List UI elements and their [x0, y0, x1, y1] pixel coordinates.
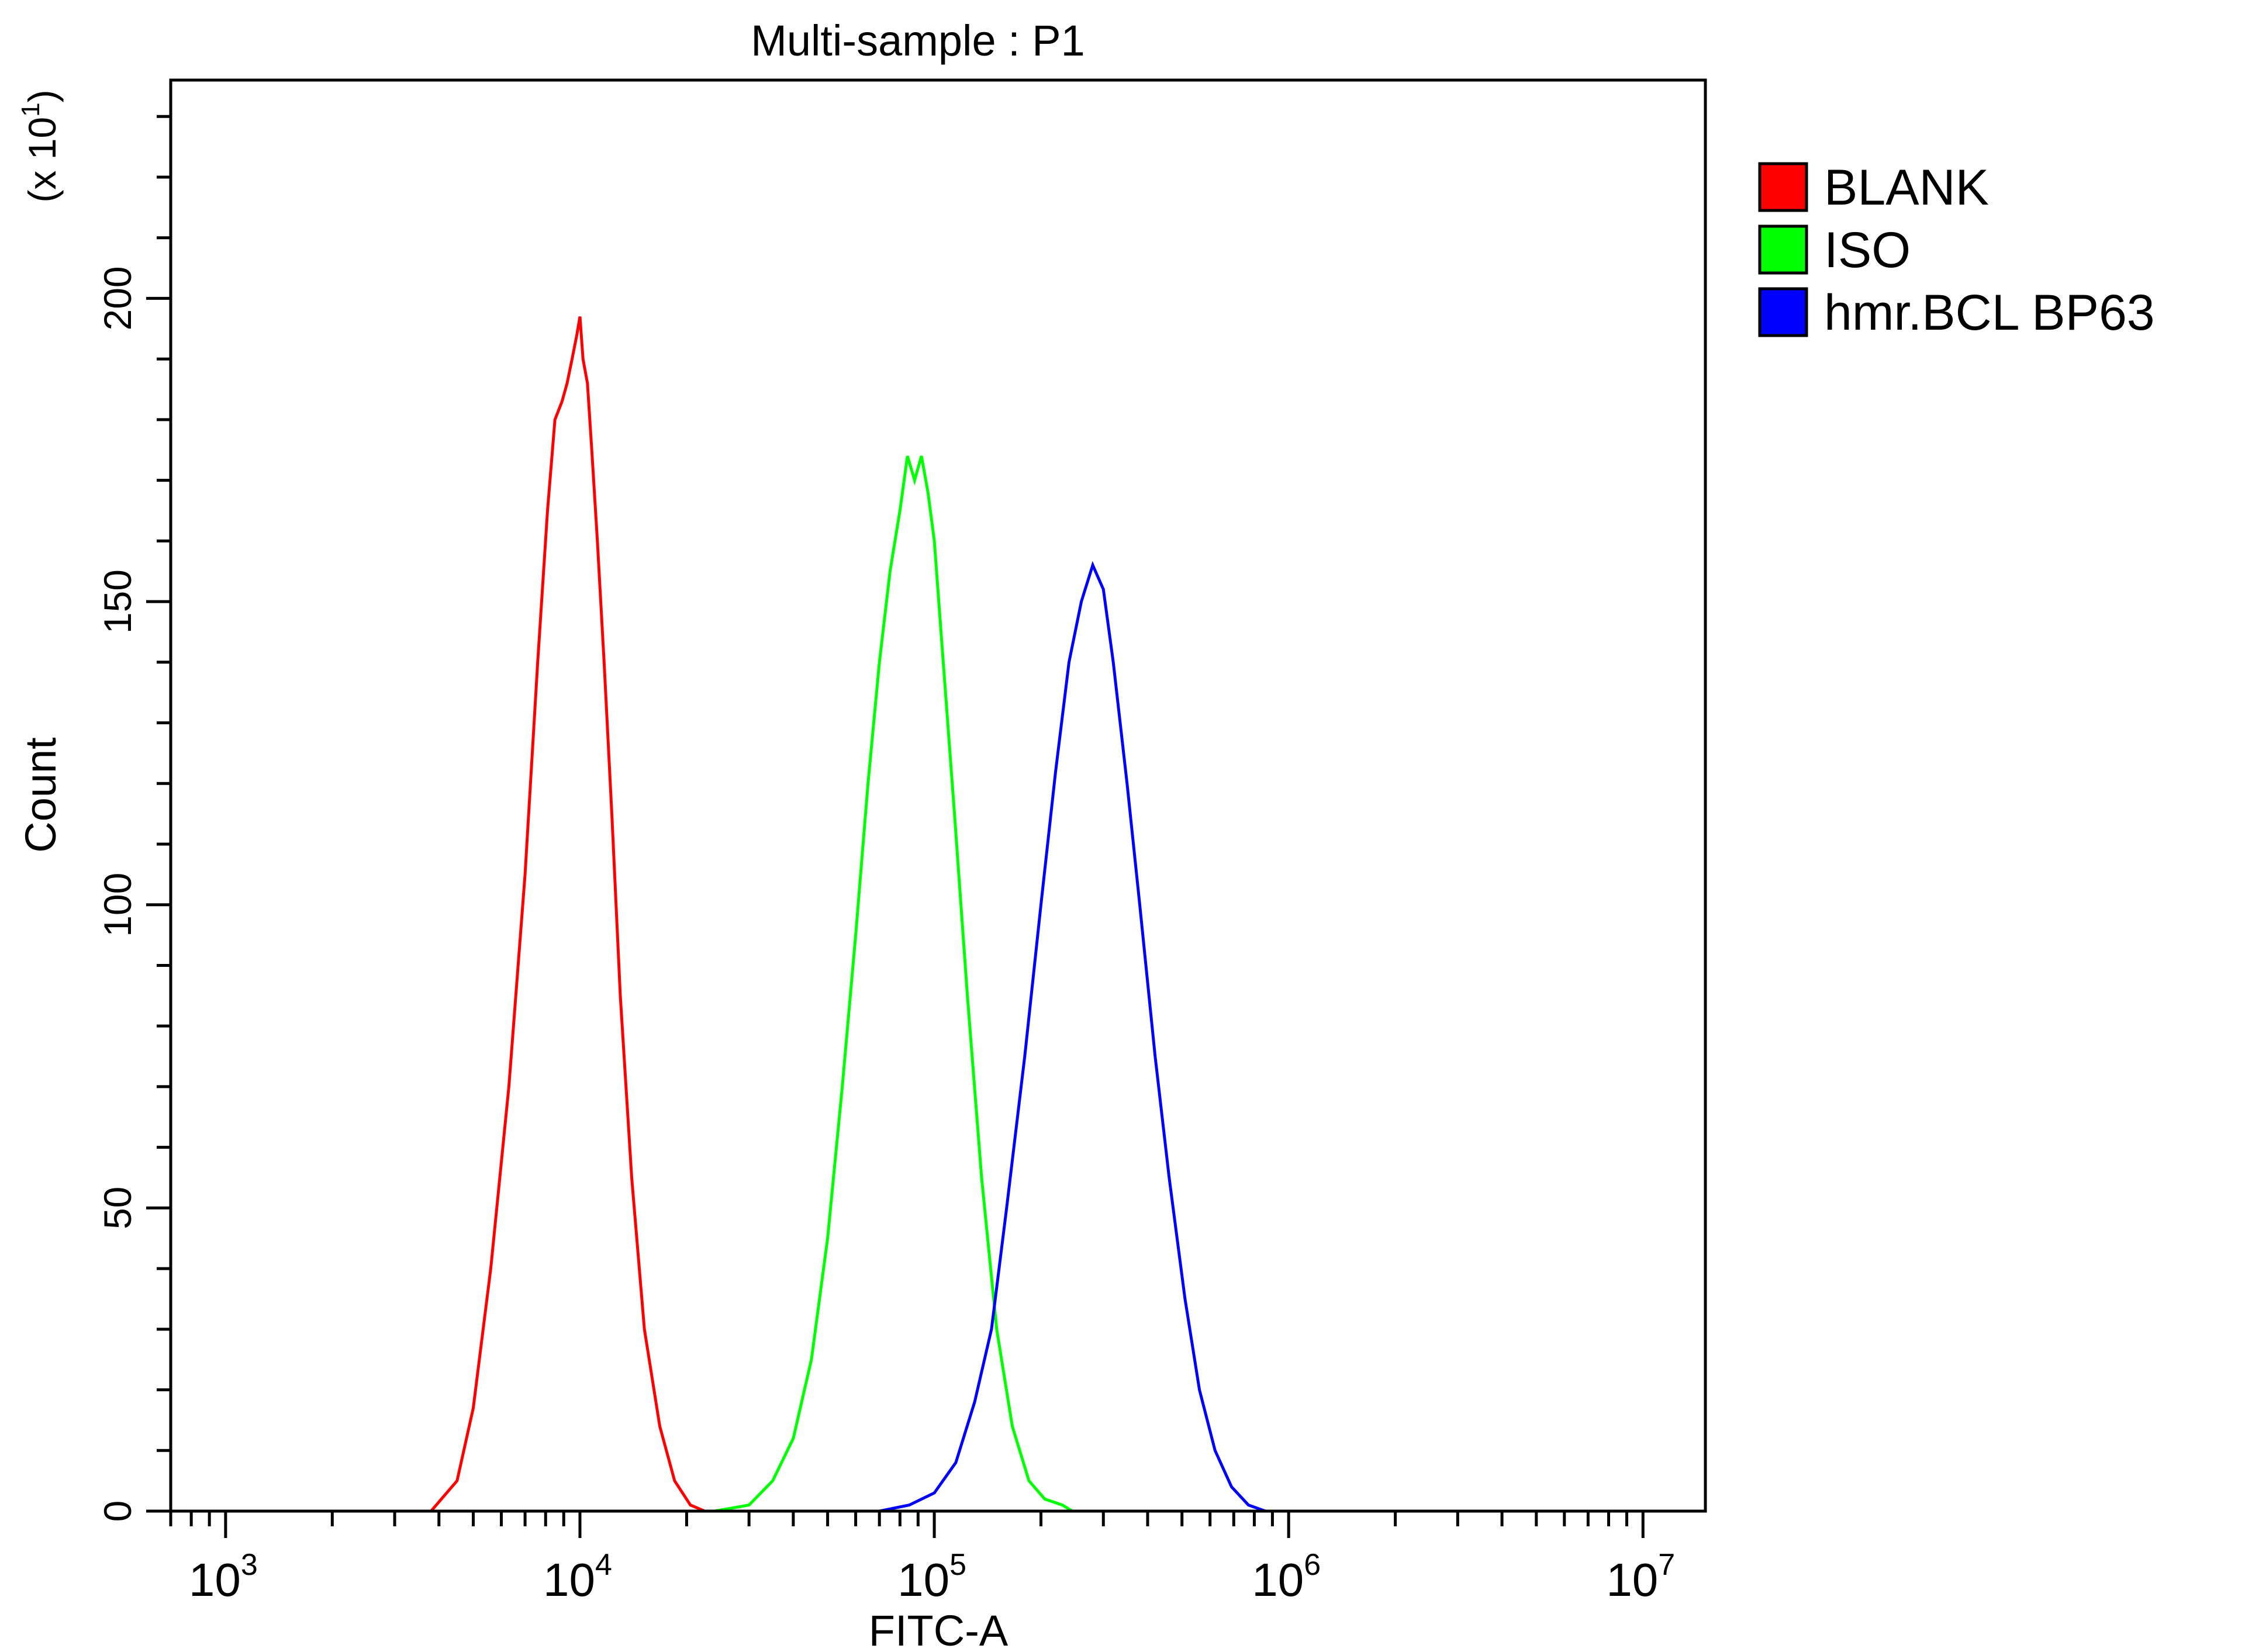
series-line-hmr-bcl-bp63 [879, 561, 1278, 1513]
x-tick-label: 106 [1252, 1548, 1321, 1606]
y-scale-note-close: ) [20, 89, 64, 102]
legend-label: hmr.BCL BP63 [1824, 285, 2155, 341]
series-line-blank [430, 316, 706, 1513]
x-tick-label: 104 [543, 1548, 612, 1606]
legend-swatch [1758, 162, 1808, 212]
y-axis-label: Count [16, 737, 65, 853]
series-layer [430, 316, 1278, 1513]
y-tick-label: 50 [96, 1187, 139, 1229]
legend-swatch [1758, 224, 1808, 275]
svg-text:(x 101): (x 101) [16, 89, 64, 202]
y-scale-note: (x 101) [16, 89, 64, 202]
legend-label: ISO [1824, 222, 1911, 278]
x-axis-label: FITC-A [869, 1606, 1008, 1652]
y-tick-label: 0 [96, 1501, 139, 1522]
legend-swatch [1758, 287, 1808, 337]
y-scale-note-exp: 1 [16, 102, 45, 116]
y-tick-label: 100 [96, 873, 139, 937]
x-tick-label: 107 [1606, 1548, 1675, 1606]
x-tick-label: 103 [189, 1548, 258, 1606]
legend: BLANK ISO hmr.BCL BP63 [1758, 160, 2155, 341]
y-axis-ticks: 0 50 100 150 200 [96, 115, 171, 1522]
x-axis-ticks: 103 104 105 106 107 [169, 1511, 1675, 1606]
legend-label: BLANK [1824, 160, 1989, 216]
chart-title: Multi-sample : P1 [751, 16, 1085, 65]
y-tick-label: 150 [96, 569, 139, 634]
x-tick-label: 105 [897, 1548, 966, 1606]
plot-frame [169, 78, 1707, 1513]
y-scale-note-text: (x 10 [20, 117, 64, 203]
y-tick-label: 200 [96, 266, 139, 330]
series-line-iso [714, 455, 1073, 1513]
